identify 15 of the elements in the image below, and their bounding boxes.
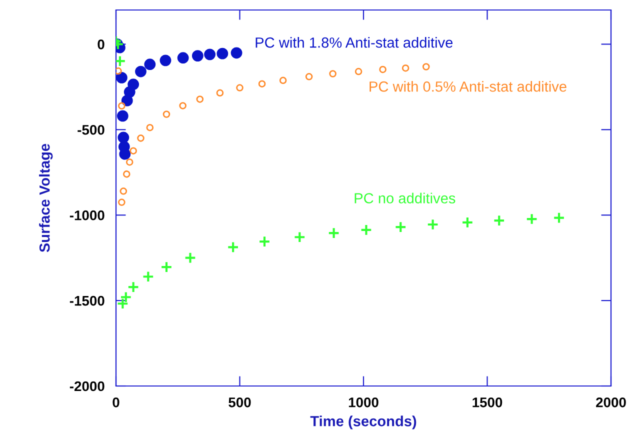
x-axis-title: Time (seconds) [310, 416, 416, 430]
series-label: PC with 0.5% Anti-stat additive [370, 81, 566, 92]
x-tick-label: 0 [112, 397, 120, 408]
x-tick-label: 500 [228, 397, 251, 408]
series-label: PC with 1.8% Anti-stat additive [256, 37, 453, 48]
x-tick-label: 2000 [596, 397, 626, 408]
x-tick-label: 1500 [472, 397, 502, 408]
y-tick-label: -500 [78, 124, 104, 135]
y-axis-title: Surface Voltage [39, 144, 53, 252]
y-tick-label: -1500 [70, 296, 104, 306]
y-tick-label: -1000 [70, 210, 104, 220]
y-tick-label: -2000 [70, 381, 104, 392]
y-tick-label: 0 [98, 40, 104, 50]
series-label: PC no additives [354, 192, 456, 204]
x-tick-label: 1000 [348, 397, 378, 408]
